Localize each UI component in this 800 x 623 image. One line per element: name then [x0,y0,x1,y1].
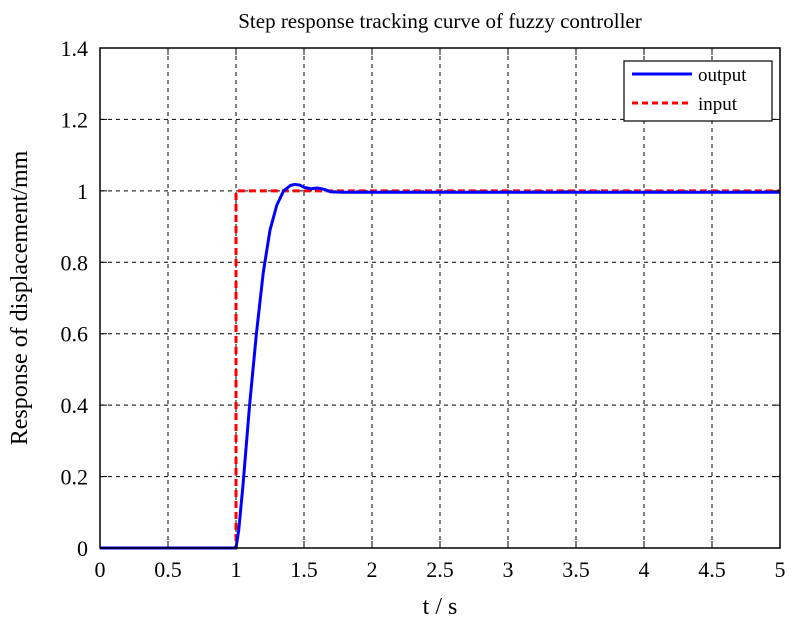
x-tick-label: 3 [503,557,514,582]
y-tick-label: 0.8 [61,250,89,275]
x-tick-labels: 0 0.5 1 1.5 2 2.5 3 3.5 4 4.5 5 [95,557,786,582]
x-tick-label: 2.5 [426,557,454,582]
series-line-output [100,182,780,550]
y-tick-label: 1.4 [61,36,89,61]
y-tick-label: 0.4 [61,393,89,418]
y-tick-label: 0 [77,536,88,561]
legend: output input [623,60,773,122]
x-axis-label: t / s [423,594,458,620]
x-tick-label: 4 [639,557,650,582]
grid [100,48,780,548]
legend-label-output: output [698,65,747,86]
legend-box [623,60,773,122]
y-tick-label: 0.2 [61,465,89,490]
x-tick-label: 1 [231,557,242,582]
x-tick-label: 1.5 [290,557,318,582]
chart-title: Step response tracking curve of fuzzy co… [238,9,642,33]
y-tick-label: 1 [77,179,88,204]
x-tick-label: 4.5 [698,557,726,582]
series-group [100,182,780,550]
y-tick-label: 0.6 [61,322,89,347]
x-tick-label: 0 [95,557,106,582]
x-tick-label: 0.5 [154,557,182,582]
y-axis-label: Response of displacement/mm [7,150,33,445]
x-tick-label: 2 [367,557,378,582]
legend-label-input: input [698,94,738,115]
x-tick-label: 3.5 [562,557,590,582]
y-tick-label: 1.2 [61,107,89,132]
x-tick-label: 5 [775,557,786,582]
tick-marks [99,47,781,549]
y-tick-labels: 0 0.2 0.4 0.6 0.8 1 1.2 1.4 [61,36,89,561]
